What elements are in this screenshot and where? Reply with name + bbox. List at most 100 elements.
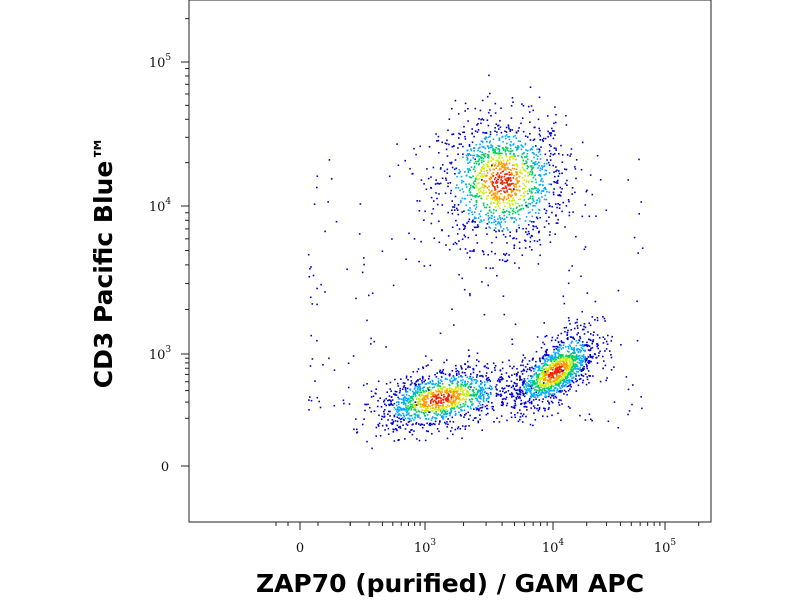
event-dot [518, 198, 520, 201]
event-dot [356, 432, 358, 434]
event-dot [388, 403, 390, 406]
event-dot [515, 171, 517, 173]
event-dot [493, 209, 495, 211]
event-dot [447, 235, 450, 237]
event-dot [576, 318, 579, 321]
event-dot [596, 317, 599, 319]
event-dot [527, 383, 530, 385]
event-dot [509, 204, 511, 207]
event-dot [498, 174, 501, 176]
event-dot [486, 223, 489, 225]
event-dot [440, 392, 442, 395]
event-dot [494, 386, 497, 388]
event-dot [539, 153, 542, 156]
event-dot [552, 191, 555, 194]
event-dot [510, 393, 512, 396]
event-dot [579, 359, 581, 362]
event-dot [597, 347, 599, 350]
event-dot [533, 174, 536, 177]
event-dot [566, 378, 568, 380]
event-dot [436, 402, 438, 404]
event-dot [396, 401, 398, 404]
event-dot [532, 188, 534, 190]
event-dot [403, 401, 405, 403]
event-dot [544, 169, 547, 172]
event-dot [417, 402, 419, 405]
event-dot [492, 198, 494, 200]
event-dot [496, 203, 498, 205]
event-dot [496, 192, 499, 194]
event-dot [487, 161, 490, 163]
event-dot [416, 379, 418, 382]
event-dot [551, 381, 553, 383]
event-dot [416, 388, 419, 390]
event-dot [424, 403, 426, 406]
event-dot [408, 417, 410, 420]
event-dot [583, 328, 585, 331]
event-dot [565, 365, 568, 368]
event-dot [512, 385, 514, 388]
event-dot [523, 403, 526, 405]
event-dot [565, 114, 567, 117]
event-dot [445, 406, 447, 408]
event-dot [418, 260, 420, 263]
event-dot [503, 190, 505, 193]
event-dot [545, 188, 547, 191]
event-dot [531, 376, 534, 378]
event-dot [316, 287, 318, 290]
event-dot [511, 189, 513, 192]
event-dot [370, 396, 373, 398]
event-dot [469, 400, 472, 403]
event-dot [387, 419, 389, 421]
event-dot [527, 166, 530, 168]
event-dot [442, 406, 444, 408]
event-dot [410, 380, 413, 382]
event-dot [542, 371, 545, 374]
event-dot [567, 338, 569, 341]
event-dot [558, 369, 560, 371]
event-dot [451, 426, 453, 429]
event-dot [501, 367, 504, 370]
event-dot [464, 380, 466, 383]
event-dot [559, 358, 561, 360]
event-dot [394, 378, 396, 381]
event-dot [498, 169, 501, 171]
event-dot [443, 413, 446, 416]
event-dot [435, 382, 437, 385]
event-dot [402, 412, 404, 415]
event-dot [461, 197, 464, 200]
event-dot [505, 163, 507, 166]
event-dot [511, 396, 513, 398]
event-dot [418, 398, 420, 400]
event-dot [572, 362, 574, 365]
event-dot [485, 180, 488, 182]
event-dot [534, 212, 537, 214]
event-dot [479, 418, 481, 421]
event-dot [451, 416, 454, 419]
event-dot [449, 380, 452, 382]
event-dot [547, 387, 550, 389]
event-dot [479, 375, 481, 377]
event-dot [553, 171, 555, 173]
event-dot [554, 134, 556, 136]
event-dot [528, 232, 530, 235]
event-dot [596, 334, 599, 336]
event-dot [534, 407, 536, 409]
event-dot [482, 176, 484, 178]
event-dot [309, 365, 312, 367]
event-dot [492, 267, 494, 269]
event-dot [456, 233, 459, 235]
event-dot [532, 205, 534, 207]
event-dot [469, 399, 471, 401]
event-dot [560, 391, 562, 393]
event-dot [532, 139, 535, 141]
event-dot [522, 227, 524, 230]
event-dot [569, 407, 571, 409]
event-dot [431, 433, 433, 435]
event-dot [535, 154, 538, 156]
event-dot [512, 237, 514, 240]
event-dot [541, 400, 544, 403]
event-dot [522, 354, 525, 356]
event-dot [449, 389, 452, 392]
event-dot [547, 358, 549, 361]
